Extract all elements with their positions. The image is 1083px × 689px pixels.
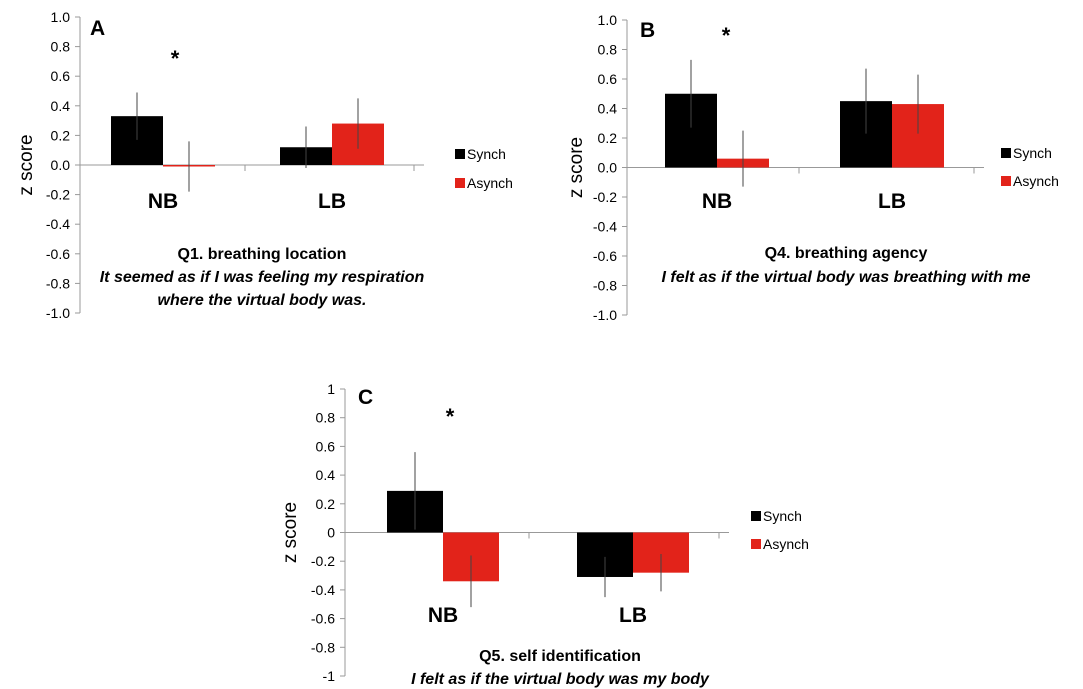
panel-c: 1 0.8 0.6 0.4 0.2 0 -0.2 -0.4 -0.6 -0.8 -1 z score N… xyxy=(280,381,809,688)
significance-marker: * xyxy=(722,23,731,48)
category-label-lb: LB xyxy=(878,190,906,213)
y-tick-label: 0.4 xyxy=(316,467,336,483)
y-tick-label: 0.6 xyxy=(316,438,336,454)
legend-swatch-asynch xyxy=(1001,176,1011,186)
y-tick-label: -0.8 xyxy=(593,278,617,294)
legend-label-synch: Synch xyxy=(467,146,506,162)
y-tick-label: -0.8 xyxy=(46,275,70,291)
legend-swatch-asynch xyxy=(455,178,465,188)
legend-label-synch: Synch xyxy=(1013,145,1052,161)
y-tick-label: 0.0 xyxy=(598,160,618,176)
legend: Synch Asynch xyxy=(1001,145,1059,189)
question-text: I felt as if the virtual body was breath… xyxy=(662,269,1031,286)
y-tick-label: -0.4 xyxy=(46,216,70,232)
y-tick-label: -1 xyxy=(323,668,336,684)
category-label-nb: NB xyxy=(702,190,732,213)
y-tick-label: -0.2 xyxy=(46,187,70,203)
panel-letter: C xyxy=(358,386,373,409)
significance-marker: * xyxy=(446,404,455,429)
y-tick-label: 0.8 xyxy=(316,410,336,426)
category-label-lb: LB xyxy=(619,604,647,627)
y-tick-label: 1.0 xyxy=(51,9,71,25)
legend-label-asynch: Asynch xyxy=(763,536,809,552)
legend: Synch Asynch xyxy=(455,146,513,191)
question-title: Q5. self identification xyxy=(479,648,641,665)
y-tick-label: 0.8 xyxy=(51,39,71,55)
legend-swatch-asynch xyxy=(751,539,761,549)
panel-letter: A xyxy=(90,17,105,40)
y-tick-label: 0.6 xyxy=(51,68,71,84)
y-tick-label: -0.6 xyxy=(46,246,70,262)
y-axis-label: z score xyxy=(280,502,301,563)
category-label-nb: NB xyxy=(148,190,178,213)
y-tick-label: -0.2 xyxy=(593,189,617,205)
y-tick-label: 0.6 xyxy=(598,71,618,87)
y-tick-label: -0.6 xyxy=(593,248,617,264)
panel-letter: B xyxy=(640,19,655,42)
y-tick-label: 0.2 xyxy=(51,127,71,143)
y-tick-label: -0.4 xyxy=(593,219,617,235)
legend-label-synch: Synch xyxy=(763,508,802,524)
category-label-nb: NB xyxy=(428,604,458,627)
y-tick-label: 0.8 xyxy=(598,42,618,58)
question-text: where the virtual body was. xyxy=(158,292,367,309)
y-tick-label: 0.4 xyxy=(598,101,618,117)
y-axis-label: z score xyxy=(16,134,37,195)
panel-a: 1.0 0.8 0.6 0.4 0.2 0.0 -0.2 -0.4 -0.6 -0.8 -1.0 z … xyxy=(16,9,513,321)
legend-label-asynch: Asynch xyxy=(1013,173,1059,189)
legend-swatch-synch xyxy=(455,149,465,159)
legend-swatch-synch xyxy=(1001,148,1011,158)
question-text: It seemed as if I was feeling my respira… xyxy=(100,269,425,286)
significance-marker: * xyxy=(171,46,180,71)
question-title: Q1. breathing location xyxy=(178,246,347,263)
legend-swatch-synch xyxy=(751,511,761,521)
y-tick-label: 0.2 xyxy=(598,130,618,146)
y-tick-label: 1 xyxy=(327,381,335,397)
y-tick-label: -0.4 xyxy=(311,582,335,598)
y-tick-label: 0 xyxy=(327,525,335,541)
question-title: Q4. breathing agency xyxy=(765,245,928,262)
panel-b: 1.0 0.8 0.6 0.4 0.2 0.0 -0.2 -0.4 -0.6 -0.8 -1.0 z … xyxy=(566,12,1059,323)
question-text: I felt as if the virtual body was my bod… xyxy=(411,671,710,688)
legend: Synch Asynch xyxy=(751,508,809,552)
y-tick-label: -0.6 xyxy=(311,611,335,627)
y-tick-label: 0.0 xyxy=(51,157,71,173)
y-tick-label: -1.0 xyxy=(46,305,70,321)
legend-label-asynch: Asynch xyxy=(467,175,513,191)
category-label-lb: LB xyxy=(318,190,346,213)
y-tick-label: -0.8 xyxy=(311,639,335,655)
y-tick-label: 0.2 xyxy=(316,496,336,512)
y-tick-label: -1.0 xyxy=(593,307,617,323)
y-tick-label: 0.4 xyxy=(51,98,71,114)
y-tick-label: 1.0 xyxy=(598,12,618,28)
y-tick-label: -0.2 xyxy=(311,553,335,569)
y-axis-label: z score xyxy=(566,137,587,198)
